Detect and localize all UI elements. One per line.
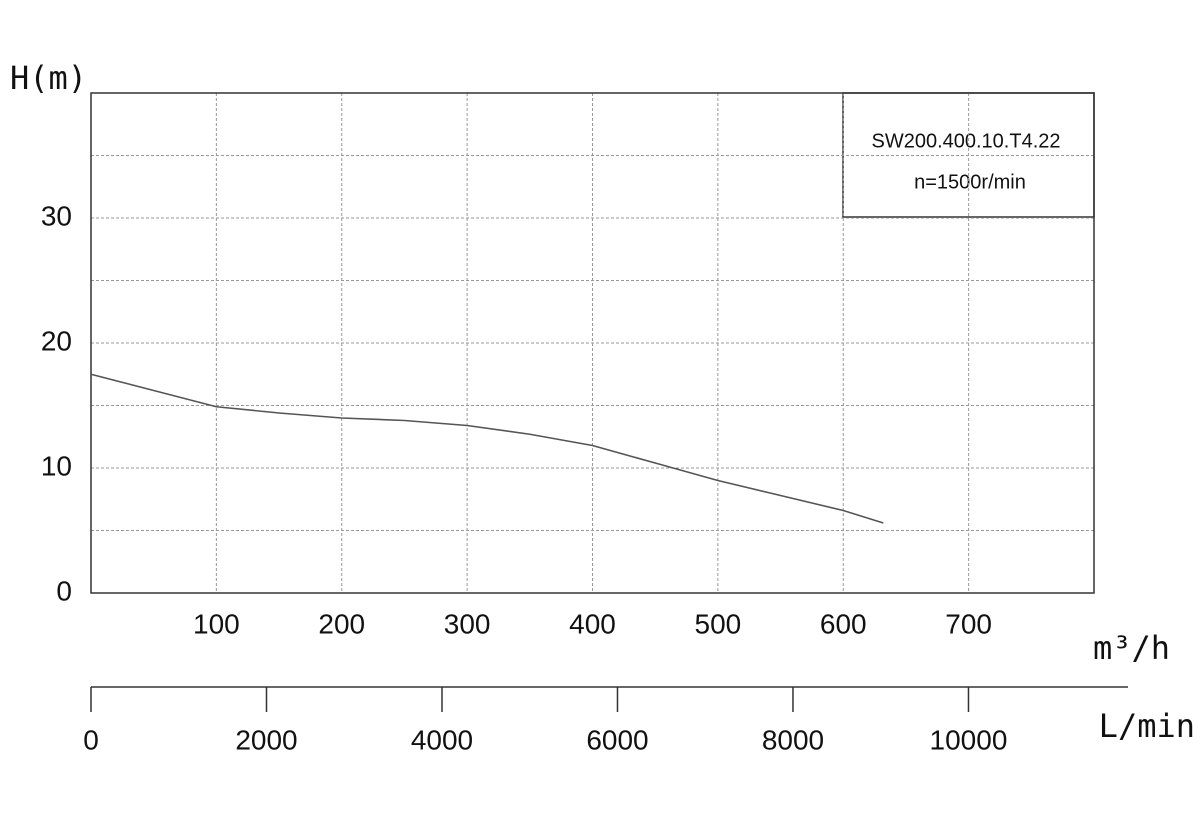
y-tick-label: 30	[41, 200, 72, 231]
x-axis-label: m³/h	[1093, 629, 1170, 667]
x2-tick-label: 0	[83, 724, 99, 755]
y-tick-label: 10	[41, 450, 72, 481]
plot-frame	[90, 92, 1095, 594]
annotation: n=1500r/min	[914, 171, 1026, 193]
y-tick-label: 0	[56, 575, 72, 606]
x2-tick-label: 4000	[411, 724, 473, 755]
annotation: SW200.400.10.T4.22	[871, 130, 1060, 152]
y-tick-label: 20	[41, 325, 72, 356]
x-tick-label: 400	[569, 608, 616, 639]
x2-tick-label: 10000	[930, 724, 1008, 755]
x2-tick-label: 6000	[586, 724, 648, 755]
y-axis-label: H(m)	[10, 59, 87, 97]
x-tick-label: 300	[444, 608, 491, 639]
curve	[90, 373, 884, 524]
x-tick-label: 500	[695, 608, 742, 639]
x2-tick-label: 8000	[762, 724, 824, 755]
x2-axis-label: L/min	[1099, 707, 1195, 745]
x-tick-label: 100	[193, 608, 240, 639]
x-tick-label: 600	[820, 608, 867, 639]
x-tick-label: 200	[318, 608, 365, 639]
x2-tick-label: 2000	[235, 724, 297, 755]
x-tick-label: 700	[945, 608, 992, 639]
